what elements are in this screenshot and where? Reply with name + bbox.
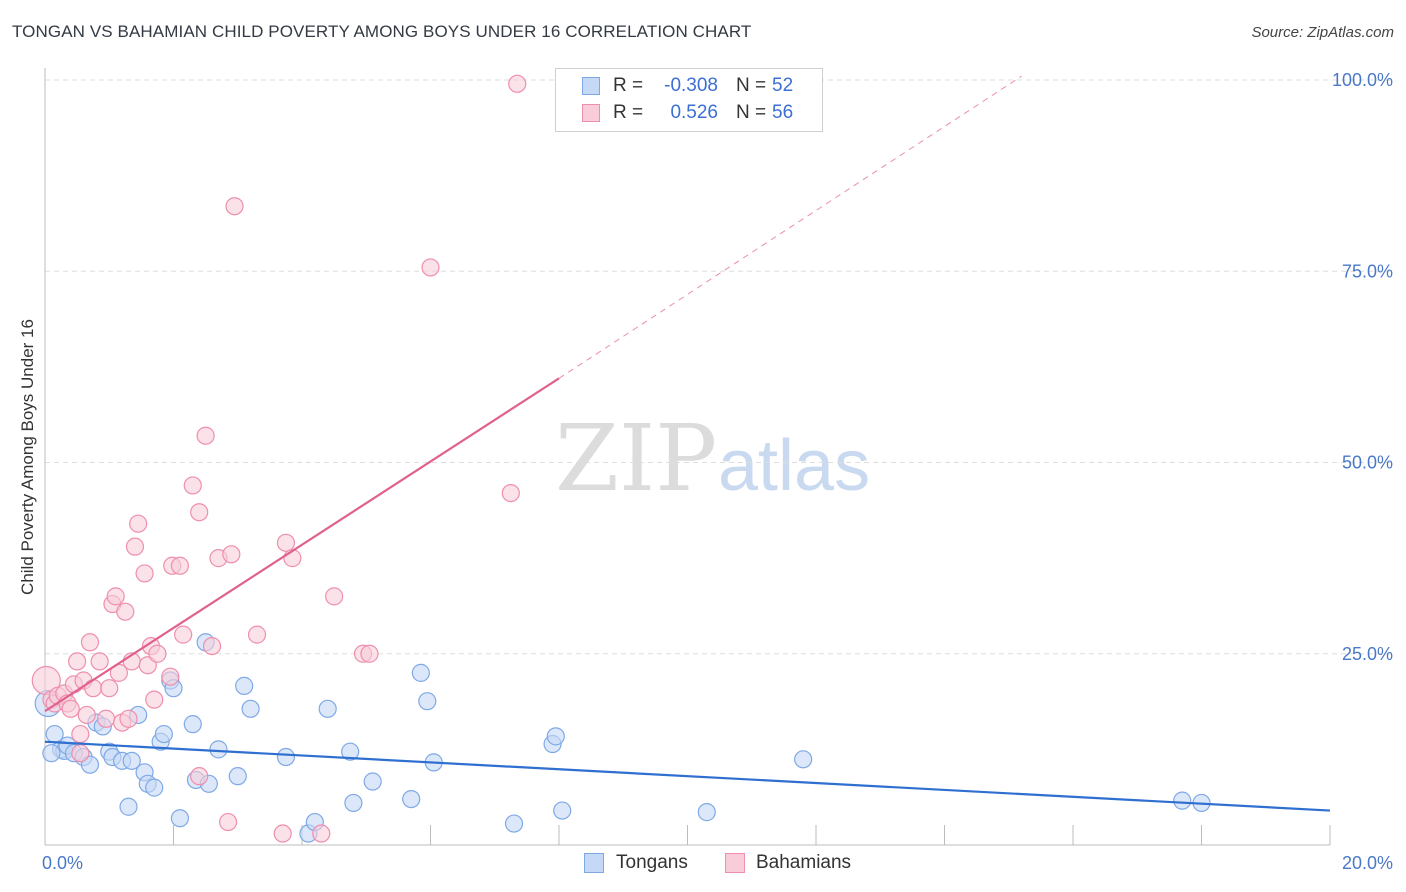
y-tick-label: 50.0% [1342,453,1393,473]
data-point-tongans [363,772,382,791]
data-point-tongans [183,715,202,734]
legend-r-value: -0.308 [664,75,718,96]
data-point-bahamians [225,197,244,216]
x-tick-label: 20.0% [1342,853,1393,873]
data-point-tongans [42,744,61,763]
data-point-tongans [794,750,813,769]
data-point-bahamians [116,602,135,621]
legend-n-label: N = [736,75,767,96]
data-points [31,74,1211,843]
data-point-tongans [209,740,228,759]
legend-r-label: R = [613,102,644,123]
data-point-bahamians [125,537,145,556]
grid [45,79,1395,655]
data-point-tongans [418,692,437,711]
source-label: Source: ZipAtlas.com [1251,24,1394,41]
data-point-bahamians [183,476,202,495]
data-point-bahamians [119,709,138,728]
data-point-bahamians [219,812,238,832]
y-tick-label: 75.0% [1342,261,1393,281]
trend-lines [44,75,1331,812]
legend-r-label: R = [613,75,644,96]
bottom-legend-swatch-bahamians [725,853,745,873]
bottom-legend-label-tongans: Tongans [616,852,688,873]
data-point-bahamians [202,636,222,656]
legend-swatch-bahamians [582,104,600,122]
data-point-tongans [504,814,524,833]
data-point-bahamians [508,74,527,93]
tick-labels: 25.0% 50.0% 75.0% 100.0% 0.0% 20.0% [42,70,1393,873]
legend-swatch-tongans [582,77,600,95]
data-point-bahamians [161,667,180,686]
data-point-bahamians [190,767,209,786]
data-point-bahamians [90,652,109,671]
data-point-tongans [344,793,363,813]
data-point-bahamians [61,699,80,718]
data-point-tongans [318,699,337,718]
watermark-zip: ZIP [555,405,717,512]
correlation-legend: R = -0.308 N = 52 R = 0.526 N = 56 [555,68,823,132]
chart-title: TONGAN VS BAHAMIAN CHILD POVERTY AMONG B… [12,22,752,41]
data-point-bahamians [71,744,90,763]
bottom-legend-label-bahamians: Bahamians [756,852,852,873]
data-point-tongans [241,699,260,718]
legend-r-value: 0.526 [670,102,718,123]
data-point-bahamians [148,644,167,663]
data-point-bahamians [276,533,296,552]
watermark: ZIP atlas [555,405,870,512]
data-point-tongans [341,742,360,761]
data-point-tongans [553,801,572,820]
data-point-bahamians [421,258,440,277]
trend-line-bahamians [44,377,560,713]
legend-row-tongans: R = -0.308 N = 52 [556,74,822,100]
data-point-tongans [228,767,247,786]
data-point-tongans [697,803,716,822]
data-point-bahamians [222,545,241,564]
data-point-bahamians [71,724,90,744]
data-point-bahamians [145,690,164,709]
data-point-tongans [402,789,421,809]
legend-n-value: 52 [772,75,794,96]
data-point-tongans [276,747,296,767]
trend-line-tongans [44,740,1331,812]
legend-n-label: N = [736,102,767,123]
watermark-atlas: atlas [718,426,870,506]
data-point-tongans [154,724,173,744]
data-point-bahamians [80,633,100,652]
y-tick-label: 25.0% [1342,644,1393,664]
data-point-tongans [546,727,565,746]
data-point-tongans [1173,791,1192,810]
data-point-bahamians [247,625,267,644]
bottom-legend-swatch-tongans [584,853,604,873]
x-tick-label: 0.0% [42,853,83,873]
data-point-bahamians [170,556,190,575]
data-point-bahamians [106,587,125,606]
data-point-bahamians [312,824,331,843]
data-point-tongans [411,663,430,682]
data-point-tongans [235,676,254,695]
data-point-tongans [145,778,164,797]
data-point-bahamians [129,514,148,533]
data-point-bahamians [96,709,116,728]
data-point-bahamians [325,587,344,606]
data-point-bahamians [190,503,209,522]
legend-row-bahamians: R = 0.526 N = 56 [556,101,822,127]
data-point-bahamians [273,824,292,843]
data-point-bahamians [100,679,119,698]
data-point-bahamians [501,484,520,503]
data-point-bahamians [68,652,87,671]
data-point-tongans [119,797,138,816]
data-point-bahamians [77,705,96,725]
data-point-bahamians [135,564,154,583]
data-point-bahamians [196,426,215,445]
data-point-tongans [122,751,141,770]
data-point-bahamians [360,644,379,663]
trend-line-extension-bahamians [558,75,1022,379]
legend-n-value: 56 [772,102,794,123]
y-tick-label: 100.0% [1332,70,1393,90]
data-point-bahamians [84,679,103,698]
data-point-bahamians [174,625,193,644]
data-point-tongans [170,809,190,828]
